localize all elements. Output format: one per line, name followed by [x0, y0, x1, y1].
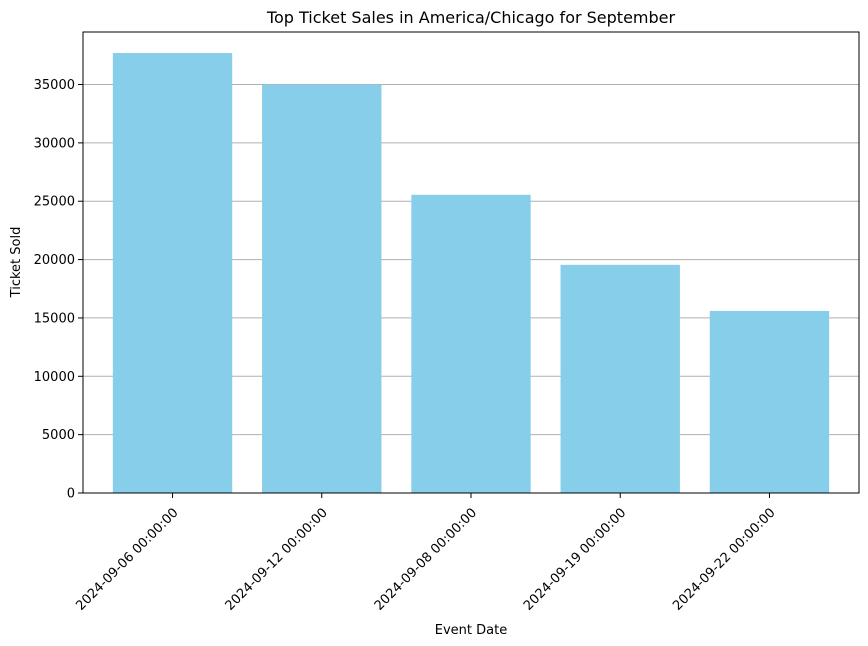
bar	[262, 84, 382, 494]
x-tick-label: 2024-09-08 00:00:00	[372, 505, 480, 613]
bar	[709, 310, 830, 493]
x-axis-label: Event Date	[435, 623, 507, 638]
y-axis-label: Ticket Sold	[9, 227, 24, 299]
y-tick-label: 15000	[34, 311, 75, 326]
y-tick-label: 5000	[42, 428, 75, 443]
x-tick-label: 2024-09-12 00:00:00	[223, 505, 331, 613]
x-tick-label: 2024-09-22 00:00:00	[670, 505, 778, 613]
x-tick-label: 2024-09-06 00:00:00	[73, 505, 181, 613]
x-axis-ticks: 2024-09-06 00:00:00 2024-09-12 00:00:00 20…	[73, 493, 779, 614]
y-axis-ticks: 0 5000 10000 15000 20000 25000 30000 35000	[34, 78, 83, 502]
bar	[560, 264, 680, 493]
bar	[112, 53, 233, 493]
y-tick-label: 20000	[34, 253, 75, 268]
y-tick-label: 30000	[34, 136, 75, 151]
y-tick-label: 10000	[34, 370, 75, 385]
y-tick-label: 35000	[34, 78, 75, 93]
bar	[411, 194, 531, 494]
bars	[112, 53, 830, 494]
chart-title: Top Ticket Sales in America/Chicago for …	[266, 8, 676, 27]
y-tick-label: 0	[67, 487, 75, 502]
x-tick-label: 2024-09-19 00:00:00	[521, 505, 629, 613]
y-tick-label: 25000	[34, 195, 75, 210]
